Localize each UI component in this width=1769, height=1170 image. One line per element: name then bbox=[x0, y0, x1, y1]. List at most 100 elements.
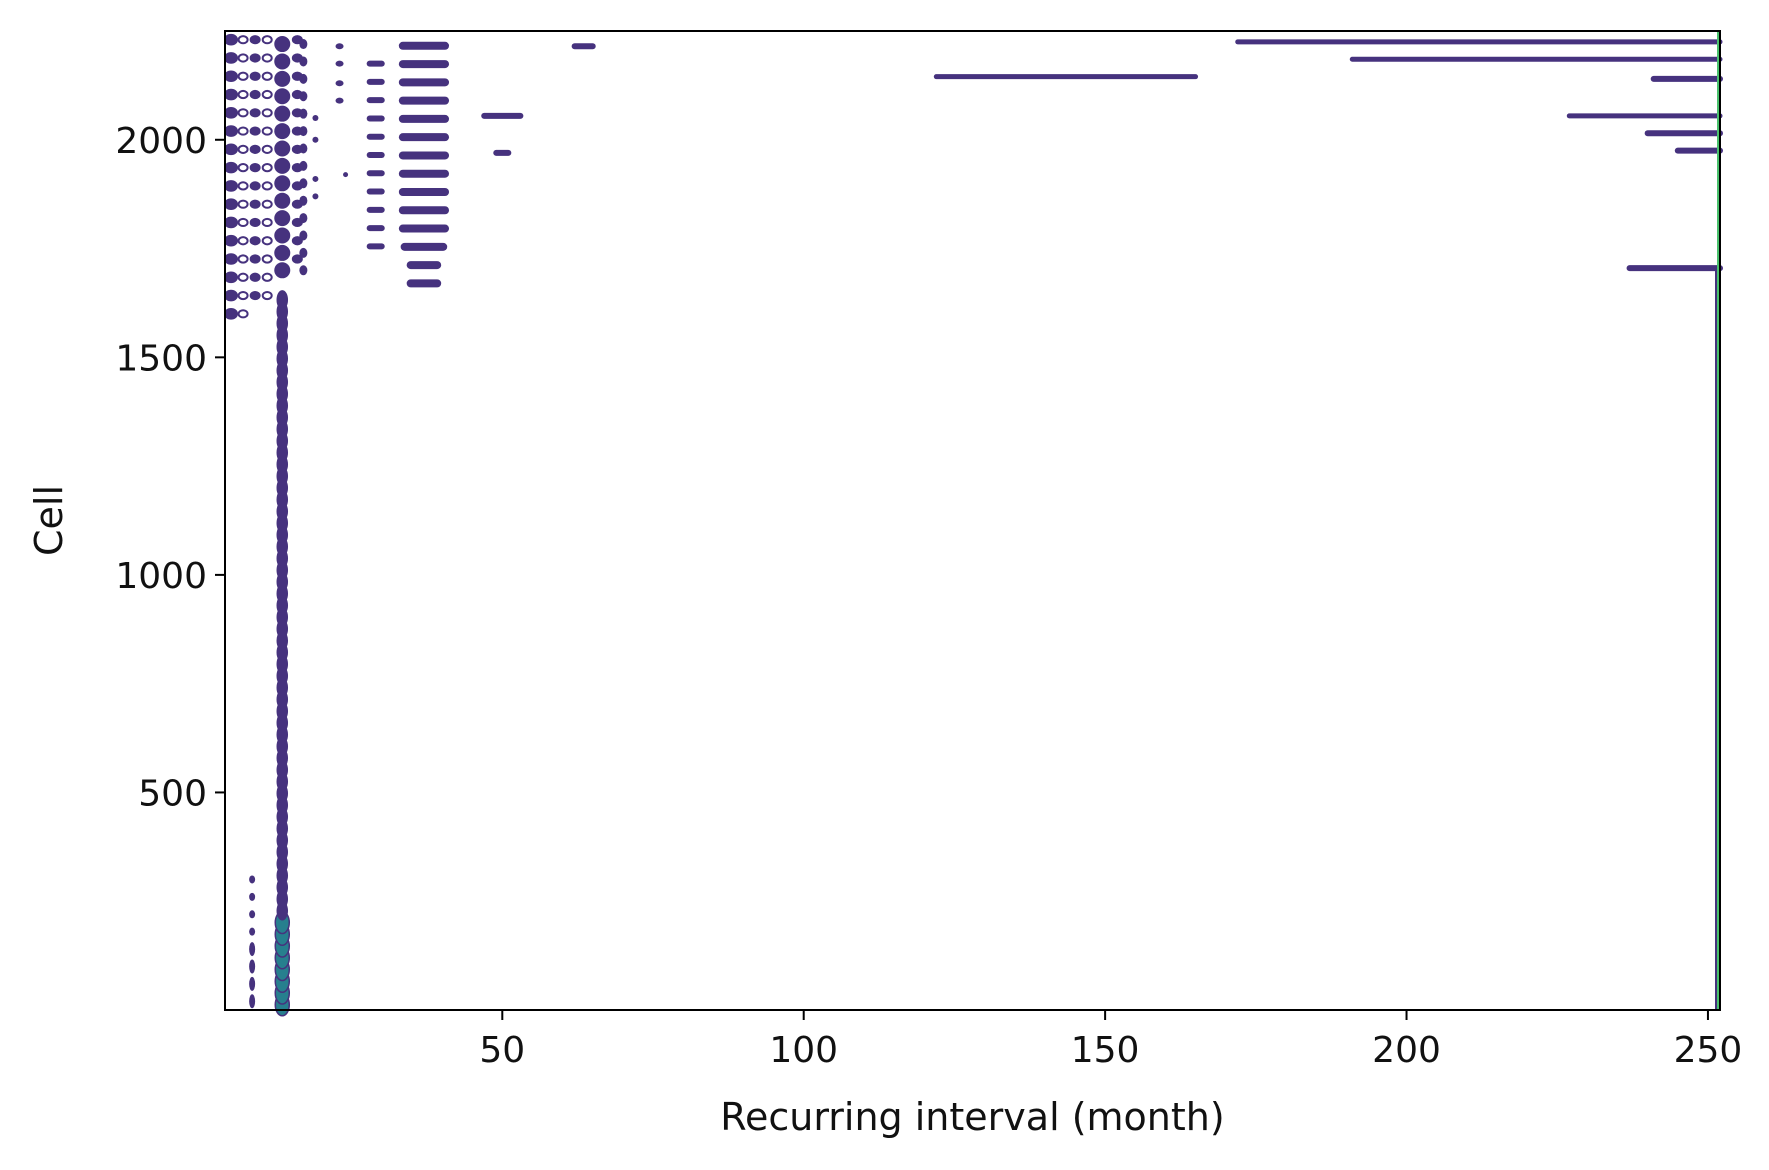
contour-blob bbox=[249, 290, 261, 301]
contour-blob bbox=[237, 236, 249, 246]
contour-blob bbox=[291, 217, 303, 228]
contour-blob bbox=[274, 175, 291, 192]
contour-blob bbox=[249, 199, 261, 209]
x-tick-label: 100 bbox=[769, 1030, 838, 1071]
contour-blob bbox=[335, 60, 344, 67]
contour-blob bbox=[249, 892, 256, 901]
contour-blob bbox=[237, 89, 249, 100]
contour-blob bbox=[261, 35, 273, 45]
contour-blob bbox=[291, 53, 303, 63]
x-tick-label: 200 bbox=[1372, 1030, 1441, 1071]
contour-blob bbox=[237, 217, 249, 228]
contour-blob bbox=[291, 126, 303, 136]
contour-blob bbox=[291, 163, 303, 173]
contour-blob bbox=[261, 181, 273, 191]
contour-blob bbox=[261, 163, 273, 173]
contour-blob bbox=[237, 254, 249, 264]
contour-blob bbox=[249, 53, 261, 63]
contour-blob bbox=[312, 115, 319, 122]
contour-blob bbox=[237, 35, 249, 45]
contour-blob bbox=[291, 71, 303, 81]
contour-blob bbox=[261, 126, 273, 136]
contour-blob bbox=[291, 236, 303, 246]
contour-blob bbox=[224, 271, 239, 284]
contour-blob bbox=[249, 994, 256, 1009]
contour-blob bbox=[224, 289, 239, 302]
contour-blob bbox=[237, 309, 249, 319]
y-tick-label: 1500 bbox=[115, 338, 207, 379]
y-tick-label: 2000 bbox=[115, 121, 207, 162]
contour-blob bbox=[274, 53, 291, 70]
contour-blob bbox=[261, 71, 273, 81]
contour-blob bbox=[261, 144, 273, 154]
contour-blob bbox=[274, 88, 291, 105]
contour-blob bbox=[237, 290, 249, 301]
contour-blob bbox=[224, 143, 239, 156]
contour-blob bbox=[274, 70, 291, 87]
contour-blob bbox=[224, 33, 239, 46]
contour-blob bbox=[261, 53, 273, 63]
contour-blob bbox=[261, 290, 273, 301]
contour-blob bbox=[224, 107, 239, 119]
contour-blob bbox=[312, 175, 319, 182]
contour-blob bbox=[224, 125, 239, 137]
contour-blob bbox=[237, 71, 249, 81]
contour-blob bbox=[249, 236, 261, 246]
x-tick-label: 150 bbox=[1071, 1030, 1140, 1071]
contour-blob bbox=[249, 272, 261, 282]
contour-blob bbox=[291, 108, 303, 118]
contour-blob bbox=[249, 181, 261, 191]
contour-blob bbox=[237, 199, 249, 209]
contour-blob bbox=[291, 144, 303, 154]
contour-blob bbox=[261, 217, 273, 228]
contour-blob bbox=[249, 942, 256, 957]
contour-blob bbox=[274, 244, 291, 261]
contour-blob bbox=[274, 227, 291, 244]
contour-blob bbox=[299, 247, 308, 258]
contour-blob bbox=[249, 959, 256, 974]
contour-blob bbox=[237, 53, 249, 63]
contour-blob bbox=[261, 199, 273, 209]
contour-blob bbox=[261, 254, 273, 264]
contour-blob bbox=[224, 52, 239, 64]
y-axis-ticks: 500 1000 1500 2000 bbox=[115, 121, 225, 814]
contour-blob bbox=[249, 108, 261, 118]
contour-blob bbox=[224, 198, 239, 210]
contour-blob bbox=[335, 80, 344, 87]
contour-blob bbox=[249, 875, 256, 884]
contour-blob bbox=[335, 43, 344, 50]
contour-blob bbox=[276, 290, 289, 310]
y-axis-label: Cell bbox=[27, 485, 71, 556]
contour-blob bbox=[291, 89, 303, 100]
contour-blob bbox=[261, 89, 273, 100]
contour-blob bbox=[249, 163, 261, 173]
contour-blob bbox=[274, 210, 291, 227]
contour-blob bbox=[237, 163, 249, 173]
contour-blob bbox=[249, 217, 261, 228]
contour-blob bbox=[343, 172, 349, 178]
contour-marks bbox=[224, 31, 1723, 1017]
contour-blob bbox=[261, 236, 273, 246]
contour-blob bbox=[224, 216, 239, 229]
contour-blob bbox=[237, 108, 249, 118]
contour-blob bbox=[237, 126, 249, 136]
contour-blob bbox=[299, 265, 308, 276]
y-tick-label: 500 bbox=[138, 773, 207, 814]
contour-blob bbox=[291, 35, 303, 45]
contour-blob bbox=[261, 108, 273, 118]
contour-blob bbox=[312, 136, 319, 143]
contour-blob bbox=[224, 180, 239, 192]
contour-blob bbox=[312, 193, 319, 200]
contour-blob bbox=[274, 123, 291, 140]
x-axis-ticks: 50 100 150 200 250 bbox=[479, 1010, 1742, 1071]
plot-frame bbox=[224, 30, 1721, 1011]
y-tick-label: 1000 bbox=[115, 556, 207, 597]
contour-blob bbox=[274, 140, 291, 157]
contour-blob bbox=[274, 157, 291, 174]
contour-blob bbox=[249, 126, 261, 136]
x-axis-label: Recurring interval (month) bbox=[720, 1095, 1224, 1139]
contour-blob bbox=[224, 88, 239, 101]
contour-blob bbox=[249, 910, 256, 919]
